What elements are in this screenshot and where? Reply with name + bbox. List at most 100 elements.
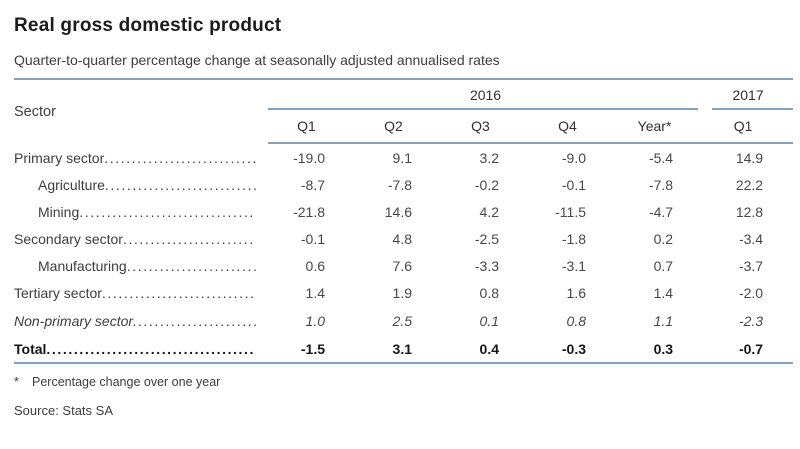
- value-cell: 1.6: [566, 284, 586, 301]
- quarter-header-row: Q1 Q2 Q3 Q4 Year* Q1: [14, 110, 794, 144]
- column-header-2016-q4: Q4: [529, 110, 616, 144]
- report: Real gross domestic product Quarter-to-q…: [0, 0, 800, 419]
- column-header-2016-q1: Q1: [268, 110, 355, 144]
- header-rule: [14, 78, 793, 80]
- row-label: Mining: [38, 203, 80, 220]
- row-leader: Mining: [14, 204, 268, 220]
- row-label-cell: Secondary sector: [14, 225, 268, 252]
- table-row: Secondary sector -0.1 4.8 -2.5 -1.8 0.2 -3.4: [14, 225, 793, 252]
- value-cell: 2.5: [392, 312, 412, 329]
- value-cell: -3.3: [474, 257, 499, 274]
- report-subtitle: Quarter-to-quarter percentage change at …: [14, 52, 500, 68]
- value-cell: 0.6: [305, 257, 325, 274]
- value-cell: -7.8: [387, 176, 412, 193]
- row-label: Primary sector: [14, 149, 105, 166]
- value-cell: -0.2: [474, 176, 499, 193]
- table-row: Non-primary sector 1.0 2.5 0.1 0.8 1.1 -2.3: [14, 306, 793, 335]
- value-cell: -9.0: [561, 149, 586, 166]
- value-cell: -21.8: [293, 203, 325, 220]
- value-cell: 0.7: [653, 257, 674, 274]
- year-group-row: Sector 2016 2017: [14, 80, 794, 120]
- gdp-table: Sector 2016 2017 Q1 Q2 Q3 Q4 Year* Q1 Pr…: [14, 80, 794, 364]
- year-group-2016: 2016: [268, 80, 703, 110]
- row-label-cell: Total: [14, 335, 268, 364]
- dot-leader: [46, 341, 256, 357]
- column-header-2017-q1: Q1: [703, 110, 794, 144]
- row-label-cell: Mining: [14, 198, 268, 225]
- row-label: Manufacturing: [38, 257, 127, 274]
- row-leader: Primary sector: [14, 150, 268, 166]
- value-cell: 4.8: [392, 230, 412, 247]
- table-row: Manufacturing 0.6 7.6 -3.3 -3.1 0.7 -3.7: [14, 252, 793, 279]
- row-label: Tertiary sector: [14, 284, 102, 301]
- value-cell: -2.0: [738, 284, 764, 301]
- column-header-2016-q3: Q3: [442, 110, 529, 144]
- value-cell: -0.7: [703, 335, 794, 364]
- footnote-marker: *: [14, 375, 19, 389]
- row-label-cell: Manufacturing: [14, 252, 268, 279]
- value-cell: 14.9: [735, 149, 764, 166]
- table-row: Agriculture -8.7 -7.8 -0.2 -0.1 -7.8 22.2: [14, 171, 793, 198]
- value-cell: -4.7: [648, 203, 674, 220]
- dot-leader: [79, 204, 256, 220]
- value-cell: 0.4: [442, 335, 529, 364]
- value-cell: -2.3: [738, 312, 764, 329]
- year-group-2017: 2017: [703, 80, 794, 110]
- value-cell: 7.6: [392, 257, 412, 274]
- value-cell: -0.1: [300, 230, 325, 247]
- table-row: Primary sector -19.0 9.1 3.2 -9.0 -5.4 14.9: [14, 144, 793, 171]
- dot-leader: [133, 313, 256, 329]
- dot-leader: [127, 258, 256, 274]
- value-cell: 4.2: [479, 203, 499, 220]
- value-cell: 3.2: [479, 149, 499, 166]
- table-header: Sector 2016 2017 Q1 Q2 Q3 Q4 Year* Q1: [14, 80, 794, 144]
- row-leader: Manufacturing: [14, 258, 268, 274]
- report-title: Real gross domestic product: [14, 15, 282, 36]
- value-cell: 0.2: [653, 230, 674, 247]
- row-leader: Agriculture: [14, 177, 268, 193]
- dot-leader: [105, 177, 256, 193]
- row-label-cell: Primary sector: [14, 144, 268, 171]
- value-cell: -1.8: [561, 230, 586, 247]
- value-cell: 1.0: [305, 312, 325, 329]
- row-label-cell: Tertiary sector: [14, 279, 268, 306]
- value-cell: 1.4: [305, 284, 325, 301]
- value-cell: -3.1: [561, 257, 586, 274]
- value-cell: 14.6: [384, 203, 412, 220]
- value-cell: -2.5: [474, 230, 499, 247]
- source-note: Source: Stats SA: [14, 403, 113, 418]
- value-cell: 0.3: [616, 335, 704, 364]
- value-cell: -19.0: [293, 149, 325, 166]
- footnote-text: Percentage change over one year: [32, 375, 221, 389]
- value-cell: -1.5: [268, 335, 355, 364]
- value-cell: -11.5: [555, 203, 586, 220]
- value-cell: -7.8: [648, 176, 674, 193]
- value-cell: -0.3: [529, 335, 616, 364]
- row-label-cell: Non-primary sector: [14, 306, 268, 335]
- table-row: Mining -21.8 14.6 4.2 -11.5 -4.7 12.8: [14, 198, 793, 225]
- row-label: Secondary sector: [14, 230, 123, 247]
- value-cell: 1.4: [653, 284, 674, 301]
- row-label: Agriculture: [38, 176, 105, 193]
- row-label: Total: [14, 340, 47, 357]
- row-leader: Non-primary sector: [14, 313, 268, 329]
- value-cell: 1.9: [392, 284, 412, 301]
- column-header-2016-q2: Q2: [355, 110, 442, 144]
- value-cell: 3.1: [355, 335, 442, 364]
- row-leader: Tertiary sector: [14, 285, 268, 301]
- footnote: * Percentage change over one year: [14, 375, 793, 390]
- value-cell: 0.1: [479, 312, 499, 329]
- dot-leader: [123, 231, 256, 247]
- value-cell: -3.4: [738, 230, 764, 247]
- value-cell: -5.4: [648, 149, 674, 166]
- value-cell: -0.1: [561, 176, 586, 193]
- value-cell: -8.7: [300, 176, 325, 193]
- value-cell: 22.2: [735, 176, 764, 193]
- row-leader: Total: [14, 341, 268, 357]
- column-header-sector: Sector: [14, 104, 56, 120]
- value-cell: 12.8: [735, 203, 764, 220]
- column-header-2016-year: Year*: [616, 110, 704, 144]
- value-cell: -3.7: [738, 257, 764, 274]
- value-cell: 1.1: [653, 312, 674, 329]
- dot-leader: [102, 285, 256, 301]
